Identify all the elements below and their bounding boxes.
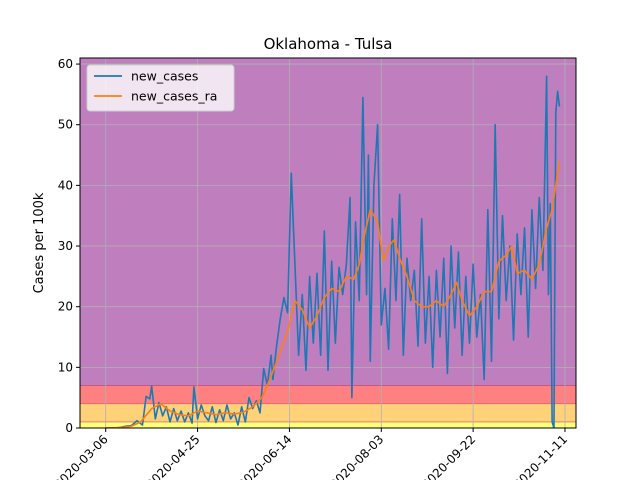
band-1 [80, 403, 576, 422]
series-line-new_cases_ra [105, 160, 561, 428]
y-tick-label-6: 60 [58, 57, 73, 71]
legend-label-new_cases_ra: new_cases_ra [131, 89, 217, 104]
band-0 [80, 421, 576, 428]
legend-box [86, 64, 235, 112]
chart-title: Oklahoma - Tulsa [264, 35, 393, 53]
legend-label-new_cases: new_cases [131, 69, 198, 84]
series-line-new_cases [105, 75, 561, 428]
y-tick-label-3: 30 [58, 239, 73, 253]
series-group [105, 75, 561, 428]
legend: new_cases new_cases_ra [86, 64, 235, 112]
y-tick-label-2: 20 [58, 300, 73, 314]
y-tick-label-1: 10 [58, 360, 73, 374]
plot-area [105, 75, 561, 428]
y-tick-label-0: 0 [65, 421, 73, 435]
y-tick-label-4: 40 [58, 178, 73, 192]
y-axis: 0 10 20 30 40 50 60 [58, 57, 80, 435]
y-tick-label-5: 50 [58, 118, 73, 132]
plot-frame [79, 57, 577, 429]
y-axis-title: Cases per 100k [32, 192, 47, 293]
band-2 [80, 385, 576, 404]
